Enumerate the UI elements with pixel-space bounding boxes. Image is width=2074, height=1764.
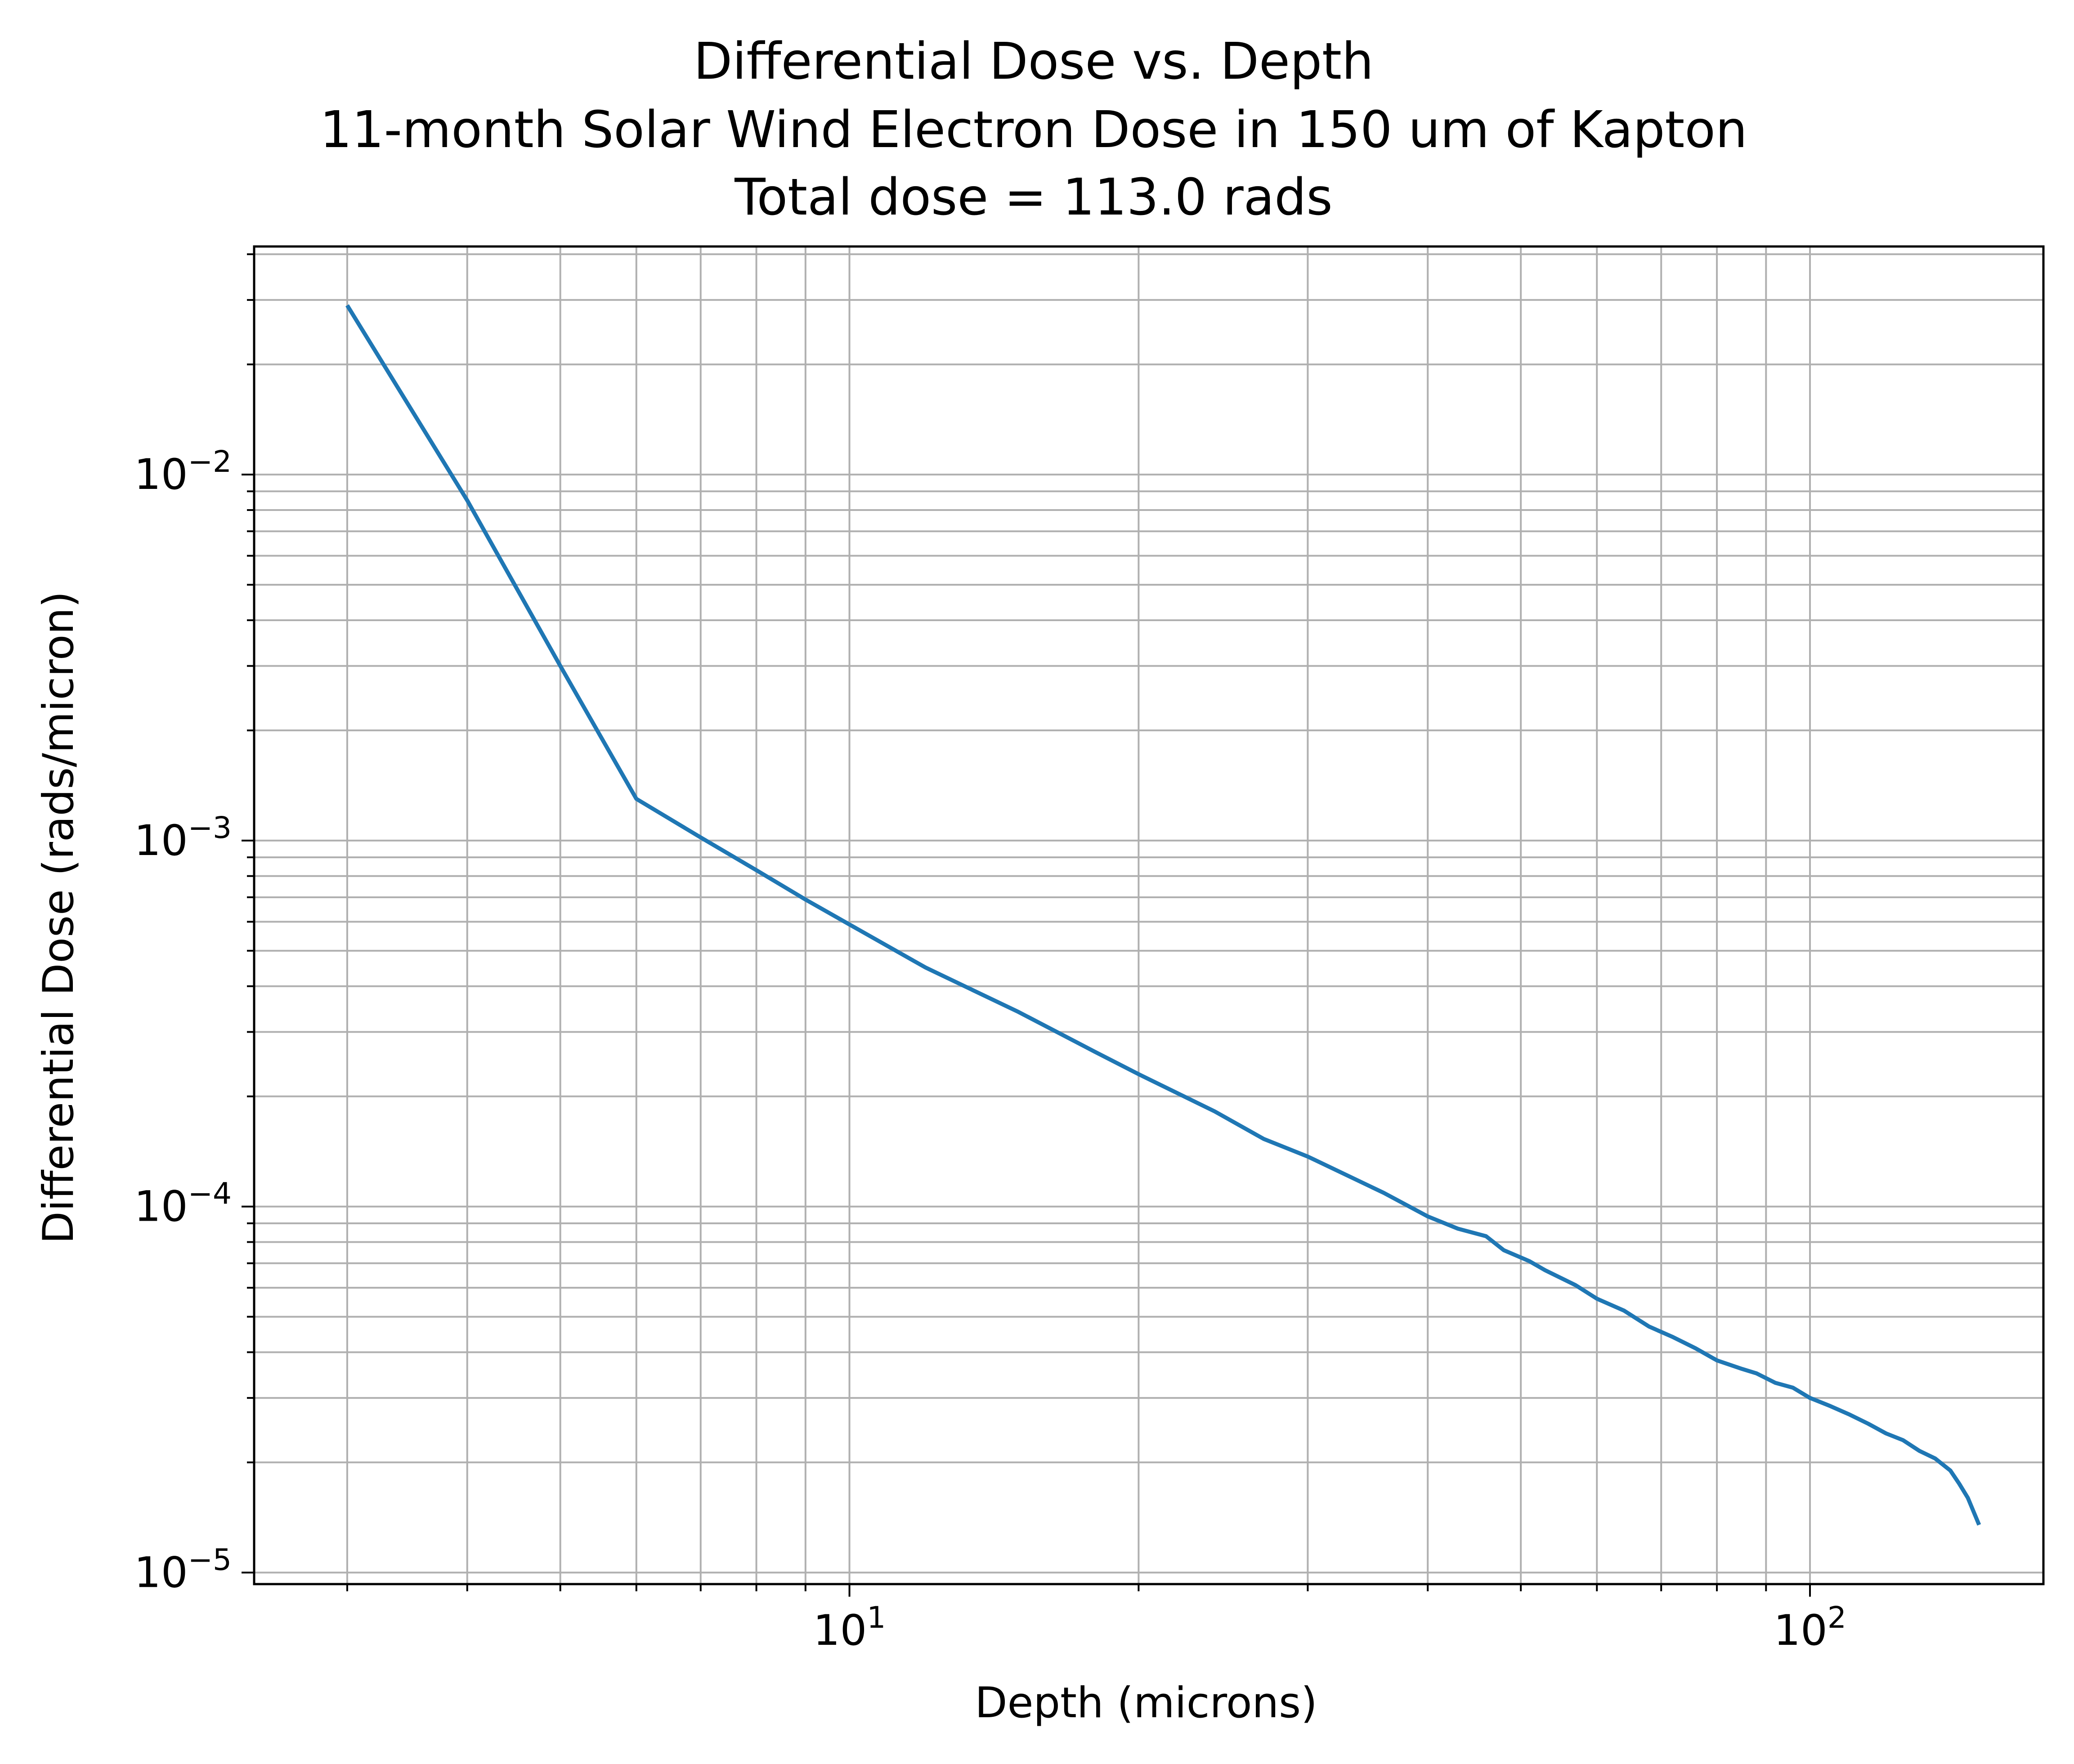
- chart-title-line-3: Total dose = 113.0 rads: [734, 168, 1332, 227]
- y-tick-label: 10−4: [134, 1177, 232, 1231]
- y-tick-label: 10−5: [134, 1542, 232, 1597]
- y-tick-label: 10−2: [134, 444, 232, 499]
- x-tick-label: 102: [1774, 1600, 1846, 1655]
- series-layer: [345, 304, 1981, 1526]
- chart-title-line-1: Differential Dose vs. Depth: [694, 32, 1374, 91]
- plot-frame: [253, 245, 2045, 1585]
- grid: [254, 246, 2043, 1584]
- y-tick-label: 10−3: [134, 810, 232, 865]
- x-axis-label: Depth (microns): [975, 1679, 1317, 1728]
- x-tick-label: 101: [813, 1600, 886, 1655]
- series-line: [345, 304, 1981, 1526]
- axis-tick-labels: 101 102 10−5 10−4 10−3 10−2: [134, 444, 1846, 1655]
- chart-title-line-2: 11-month Solar Wind Electron Dose in 150…: [320, 101, 1747, 159]
- y-axis-label: Differential Dose (rads/micron): [34, 591, 83, 1244]
- axis-ticks: [242, 253, 1811, 1597]
